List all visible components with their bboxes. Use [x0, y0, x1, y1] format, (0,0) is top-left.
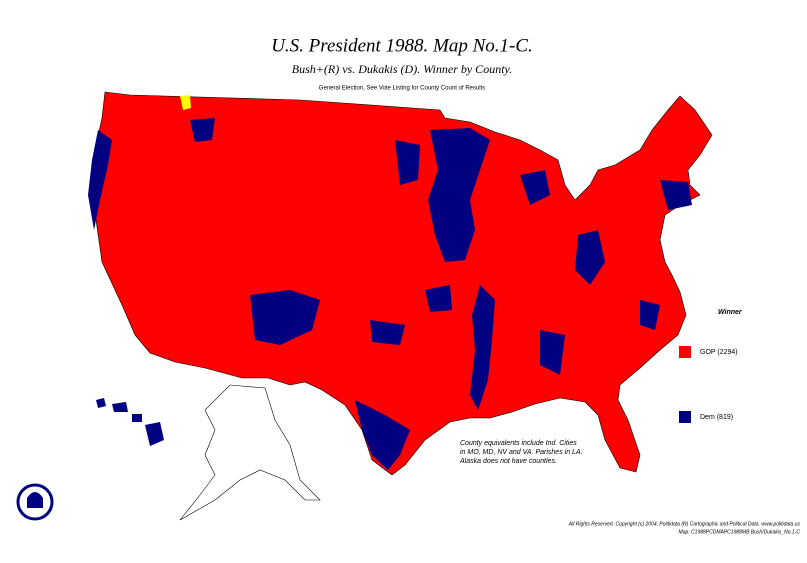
annotation-line: Alaska does not have counties.: [459, 458, 557, 465]
annotation: County equivalents include Ind. Cities in…: [459, 440, 583, 465]
alaska: [179, 384, 321, 521]
footer: All Rights Reserved. Copyright (c) 2004,…: [568, 521, 801, 535]
annotation-line: in MO, MD, NV and VA. Parishes in LA.: [460, 449, 583, 456]
dem-counties: [88, 118, 692, 470]
annotation-line: County equivalents include Ind. Cities: [460, 440, 577, 447]
footer-line: Map: C1988PCDMAPC1988MB Bush/Dukakis_No.…: [679, 529, 801, 535]
legend: GOP (2294) Dem (819): [679, 346, 738, 423]
logo: [16, 483, 54, 521]
note: General Election, See Vote Listing for C…: [319, 86, 485, 92]
legend-swatch: [679, 346, 691, 358]
legend-label: Dem (819): [700, 414, 733, 421]
tie-county: [180, 95, 191, 110]
legend-label: GOP (2294): [700, 349, 738, 356]
legend-swatch: [679, 411, 691, 423]
subtitle: Bush+(R) vs. Dukakis (D). Winner by Coun…: [292, 62, 512, 76]
title: U.S. President 1988. Map No.1-C.: [271, 35, 533, 56]
footer-line: All Rights Reserved. Copyright (c) 2004,…: [568, 521, 801, 527]
contiguous-us: [89, 91, 713, 476]
legend-title: Winner: [718, 309, 743, 316]
us-map: [88, 91, 713, 521]
